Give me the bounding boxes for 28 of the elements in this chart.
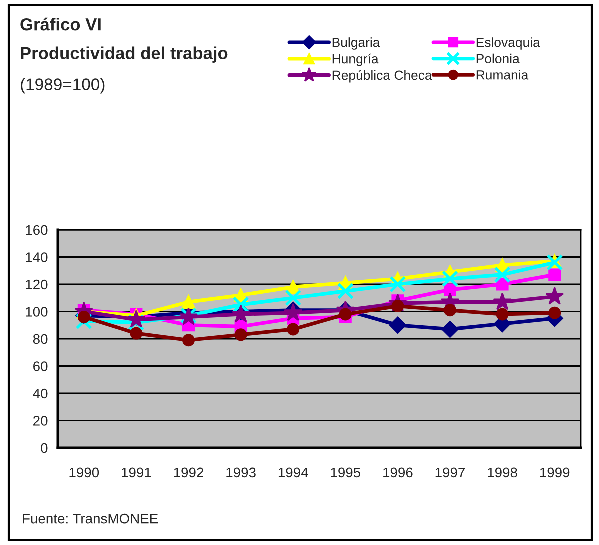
chart-title: Gráfico VI Productividad del trabajo bbox=[20, 18, 228, 63]
legend-label: República Checa bbox=[332, 70, 432, 83]
x-tick-label: 1995 bbox=[331, 468, 361, 478]
x-tick-label: 1991 bbox=[122, 468, 152, 478]
legend-label: Rumania bbox=[476, 70, 529, 80]
source-note: Fuente: TransMONEE bbox=[23, 514, 158, 524]
chart-subtitle: (1989=100) bbox=[21, 78, 105, 94]
x-tick-label: 1993 bbox=[226, 468, 256, 478]
x-tick-label: 1996 bbox=[384, 468, 413, 478]
y-tick-label: 0 bbox=[41, 443, 48, 454]
y-tick-label: 140 bbox=[26, 252, 48, 262]
x-tick-label: 1990 bbox=[70, 468, 100, 478]
y-tick-label: 20 bbox=[34, 416, 48, 426]
legend-label: Hungría bbox=[332, 54, 379, 66]
x-tick-label: 1999 bbox=[540, 468, 570, 478]
y-tick-label: 60 bbox=[34, 362, 48, 372]
y-tick-label: 100 bbox=[26, 307, 48, 317]
x-tick-label: 1994 bbox=[278, 468, 308, 478]
legend-label: Bulgaria bbox=[332, 38, 380, 50]
y-tick-label: 120 bbox=[26, 280, 48, 290]
y-tick-label: 80 bbox=[33, 334, 48, 344]
y-tick-label: 40 bbox=[33, 388, 48, 399]
legend-label: Polonia bbox=[476, 54, 520, 64]
x-tick-label: 1997 bbox=[436, 468, 466, 478]
legend-label: Eslovaquia bbox=[476, 38, 540, 50]
x-tick-label: 1992 bbox=[174, 468, 204, 478]
y-tick-label: 160 bbox=[26, 225, 48, 236]
x-tick-label: 1998 bbox=[488, 468, 518, 478]
